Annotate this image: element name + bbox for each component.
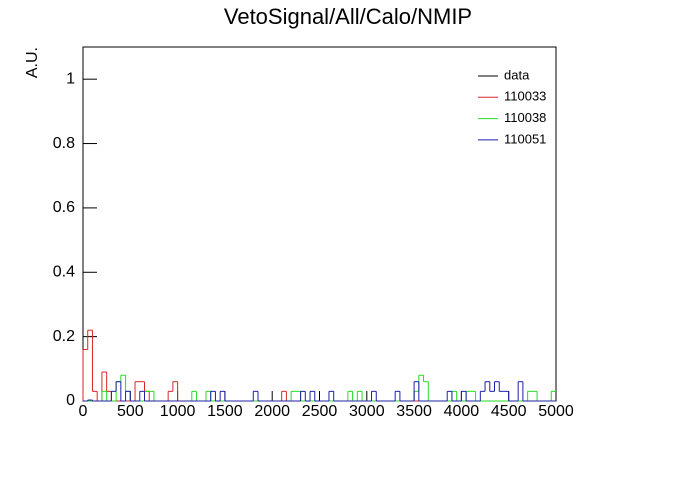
legend-label: 110033 — [504, 89, 546, 104]
legend-label: 110051 — [504, 131, 546, 146]
x-tick-label: 500 — [117, 403, 144, 420]
x-tick-label: 3500 — [396, 403, 432, 420]
x-tick-label: 4500 — [491, 403, 527, 420]
y-tick-label: 0.6 — [53, 199, 75, 216]
y-tick-label: 0 — [66, 392, 75, 409]
x-tick-label: 1500 — [207, 403, 243, 420]
y-tick-label: 0.8 — [53, 135, 75, 152]
x-tick-label: 2000 — [254, 403, 290, 420]
legend-label: 110038 — [504, 110, 546, 125]
x-tick-label: 1000 — [160, 403, 196, 420]
y-tick-label: 0.2 — [53, 328, 75, 345]
y-tick-label: 0.4 — [53, 263, 75, 280]
y-tick-label: 1 — [66, 70, 75, 87]
y-axis-label: A.U. — [24, 47, 41, 78]
legend-label: data — [504, 67, 530, 82]
x-tick-label: 0 — [79, 403, 88, 420]
x-tick-label: 3000 — [349, 403, 385, 420]
x-tick-label: 4000 — [444, 403, 480, 420]
x-tick-label: 2500 — [302, 403, 338, 420]
x-tick-label: 5000 — [538, 403, 574, 420]
chart-title: VetoSignal/All/Calo/NMIP — [224, 4, 472, 29]
